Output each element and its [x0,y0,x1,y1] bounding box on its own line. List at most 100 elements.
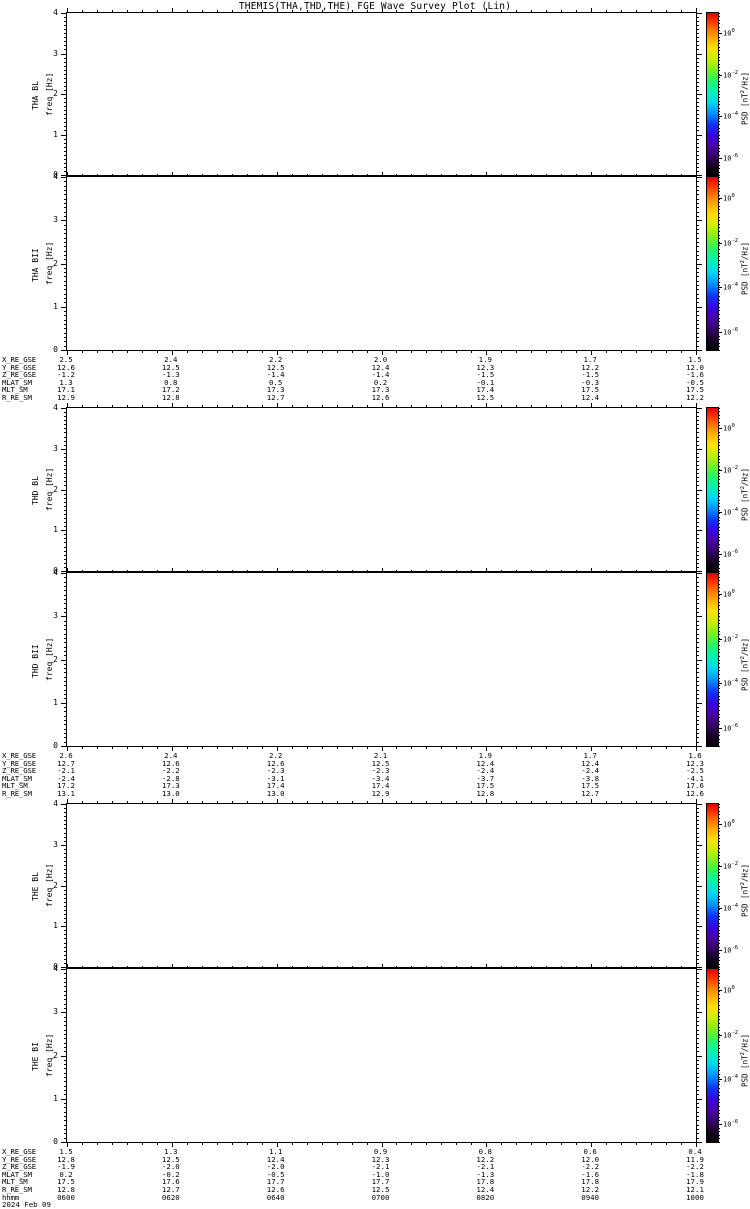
colorbar-tick [718,645,720,646]
x-tick [666,1142,667,1145]
y-tick [64,1112,67,1113]
x-tick-top [322,801,323,804]
y-tick [64,938,67,939]
y-tick-right [696,1025,699,1026]
y-tick-right [696,973,699,974]
colorbar-tick [718,188,720,189]
x-tick-top [367,801,368,804]
y-tick [64,898,67,899]
y-tick-right [696,1099,702,1100]
y-tick-right [696,1030,699,1031]
ephemeris-value: 12.0 [581,1154,600,1164]
y-tick-right [696,106,699,107]
colorbar-tick [718,303,720,304]
x-tick-top [651,966,652,969]
y-tick-right [696,1081,699,1082]
y-tick [64,190,67,191]
y-tick [64,538,67,539]
y-tick-right [696,37,699,38]
colorbar-tick [718,902,720,903]
colorbar-tick [718,547,720,548]
colorbar-tick [718,841,720,842]
colorbar-tick [718,177,720,178]
colorbar-tick [718,831,720,832]
x-tick-top [681,801,682,804]
y-tick-right [696,346,699,347]
x-tick-top [247,966,248,969]
ephemeris-value: 17.5 [686,385,704,395]
x-tick-top [232,174,233,177]
y-tick-right [696,281,699,282]
x-tick-top [441,10,442,13]
x-tick [621,350,622,353]
colorbar-tick [718,289,720,290]
y-tick-right [696,991,699,992]
y-tick-right [696,264,702,265]
x-tick [67,350,68,355]
x-tick [97,1142,98,1145]
x-tick-top [456,966,457,969]
x-tick-top [202,801,203,804]
x-tick [396,746,397,749]
colorbar-major-tick [718,512,722,513]
x-tick-top [396,405,397,408]
x-tick-top [576,10,577,13]
y-tick [64,837,67,838]
x-tick [666,350,667,353]
x-tick-top [307,966,308,969]
y-tick-right [696,861,699,862]
x-tick-top [561,10,562,13]
colorbar-tick [718,300,720,301]
ephemeris-value: -3.4 [371,773,390,783]
colorbar-tick [718,865,720,866]
y-tick [61,408,67,409]
colorbar-title: PSD [nT2/Hz] [740,72,750,125]
y-tick-right [696,441,699,442]
colorbar-tick [718,121,720,122]
x-tick [322,746,323,749]
y-tick-right [696,94,702,95]
x-tick-top [516,405,517,408]
colorbar-tick [718,27,720,28]
x-tick-top [681,10,682,13]
colorbar-tick [718,869,720,870]
ephemeris-value: -2.3 [371,766,390,776]
ephemeris-value: 0820 [476,1192,495,1202]
ephemeris-value: -2.1 [371,1162,390,1172]
ephemeris-row-label: MLAT_SM [2,377,32,387]
x-tick-top [516,10,517,13]
x-tick-top [172,568,173,573]
colorbar-tick [718,271,720,272]
x-tick-top [636,966,637,969]
y-tick-right [696,311,699,312]
colorbar-tick [718,91,720,92]
y-tick-right [696,246,699,247]
ephemeris-value: 1.3 [164,1147,178,1156]
y-tick [64,1047,67,1048]
y-tick-right [696,58,699,59]
x-tick [456,350,457,353]
x-tick [471,1142,472,1145]
x-tick-top [277,403,278,408]
ephemeris-value: 1.1 [268,1147,283,1156]
colorbar-tick-label: 10-2 [723,634,739,644]
x-tick [82,746,83,749]
colorbar-tick [718,1027,720,1028]
ephemeris-value: 17.8 [581,1177,600,1187]
ephemeris-value: 12.5 [371,1185,390,1194]
colorbar-tick [718,172,720,173]
y-tick [64,1103,67,1104]
colorbar-tick [718,991,720,992]
y-tick-right [696,577,699,578]
ephemeris-row-label: Y_RE_GSE [2,758,36,768]
colorbar-tick [718,238,720,239]
y-tick-right [696,655,699,656]
x-tick-top [441,966,442,969]
ephemeris-row-label: R_RE_SM [2,393,32,402]
y-tick [64,102,67,103]
y-tick [64,894,67,895]
colorbar-tick [718,561,720,562]
plot-panel-the-bi [61,964,702,1147]
y-tick [64,441,67,442]
y-tick [64,955,67,956]
